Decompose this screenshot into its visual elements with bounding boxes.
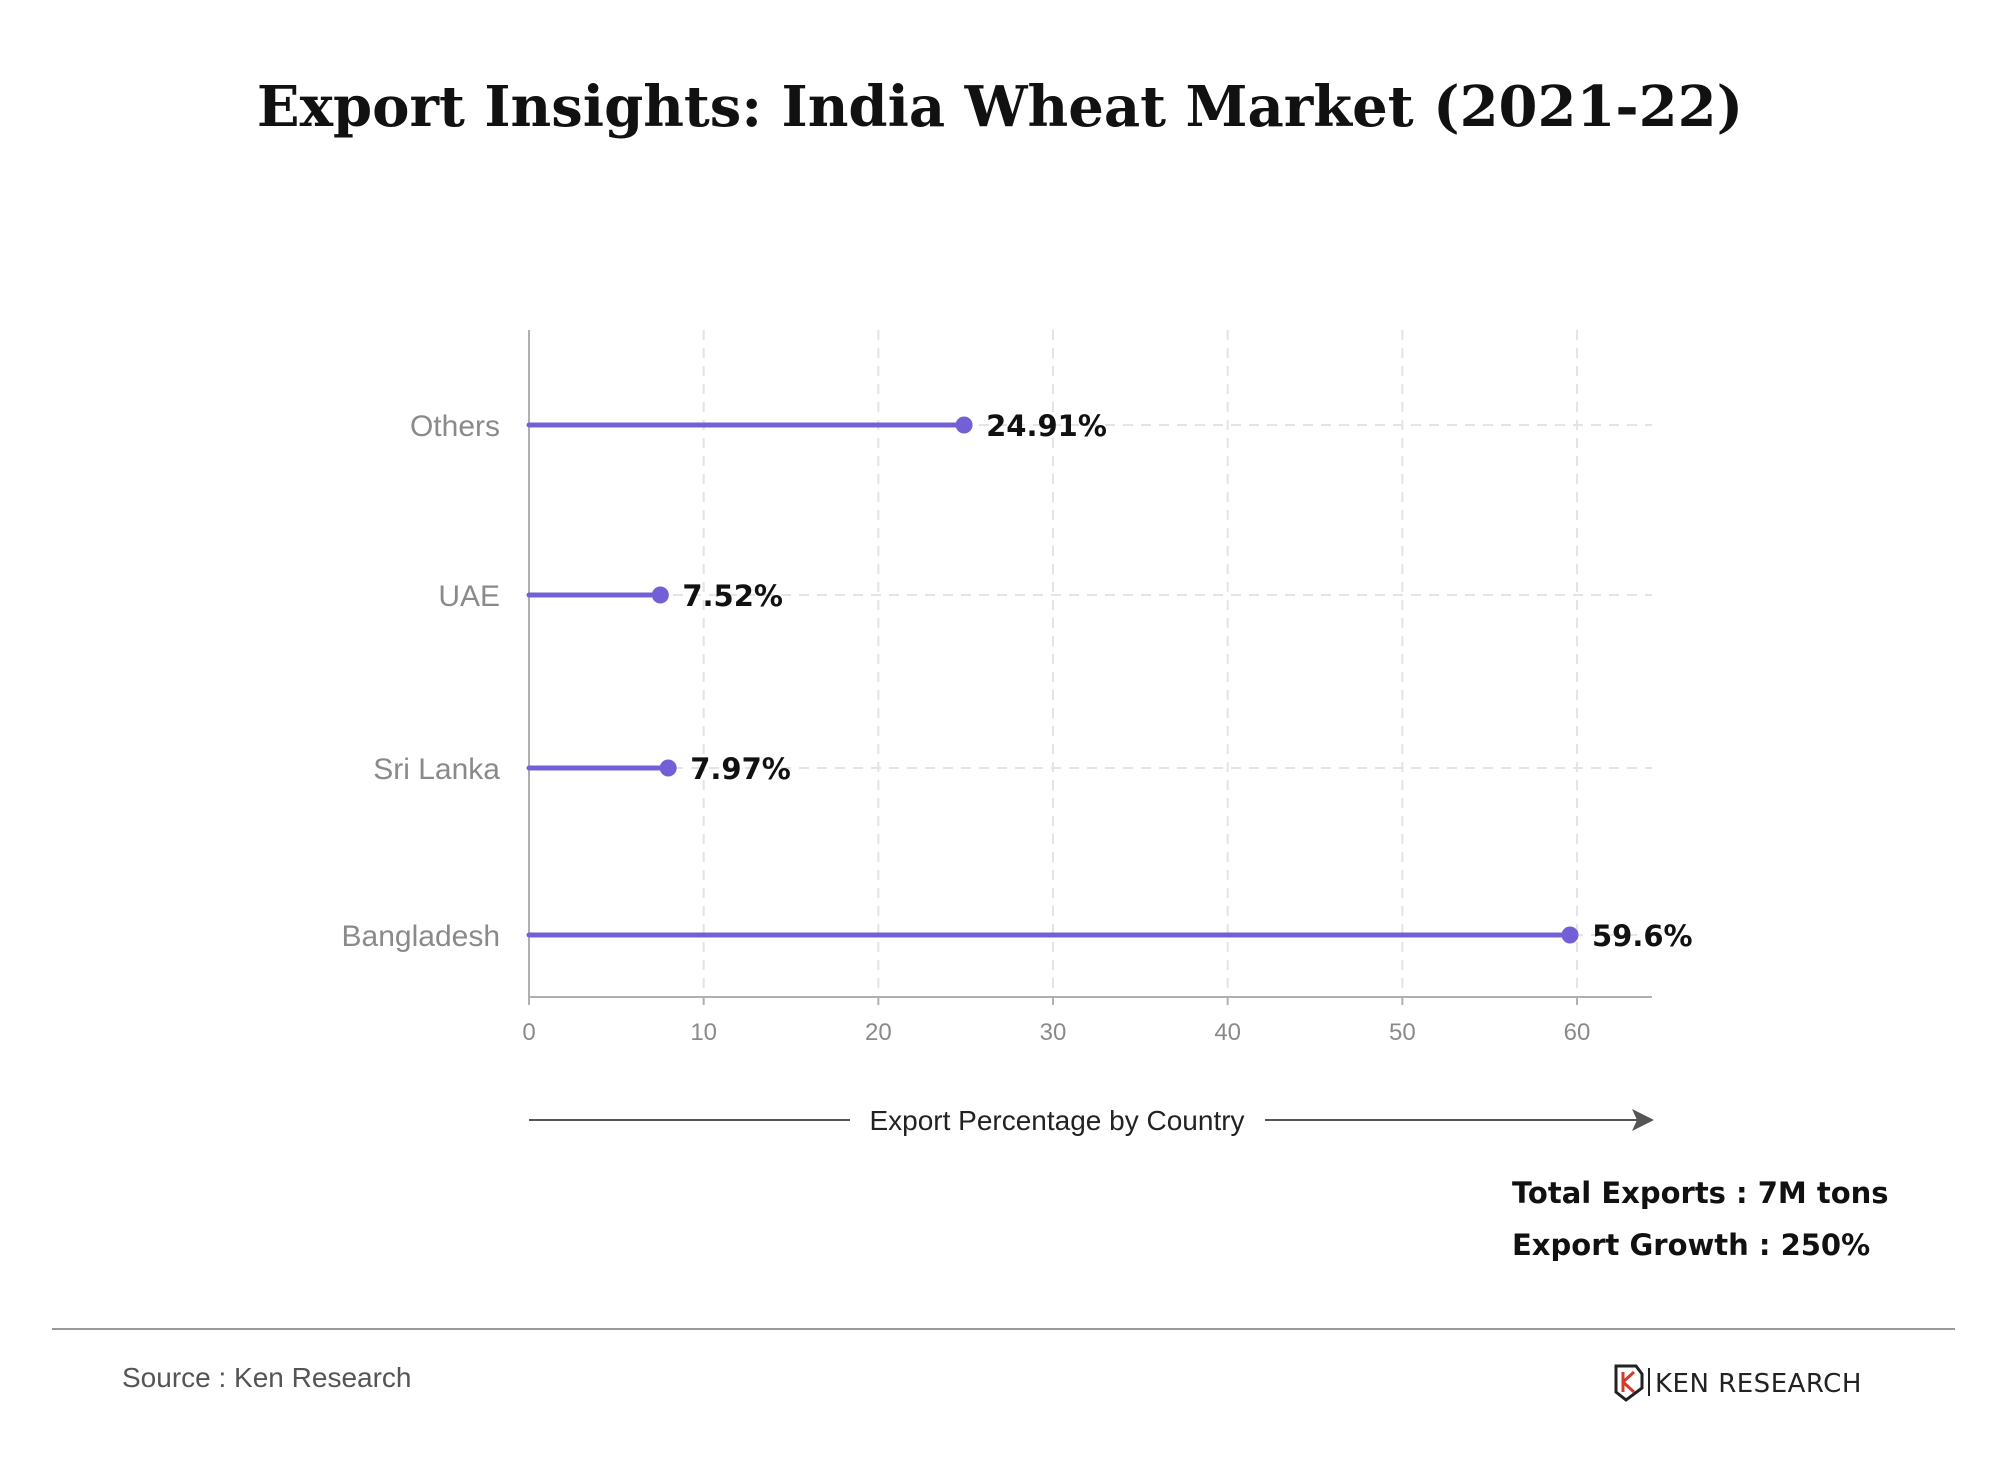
category-label: Others — [410, 410, 500, 443]
x-tick-label: 50 — [1389, 1019, 1416, 1046]
lollipop-point — [651, 586, 669, 604]
category-label: UAE — [438, 580, 500, 613]
arrow-head-icon — [1632, 1109, 1654, 1131]
x-tick-label: 0 — [522, 1019, 535, 1046]
total-exports-stat: Total Exports : 7M tons — [1512, 1176, 1889, 1210]
x-ticks: 0 10 20 30 40 50 60 — [522, 997, 1590, 1046]
data-value-label: 59.6% — [1592, 919, 1693, 953]
category-labels: Others UAE Sri Lanka Bangladesh — [342, 410, 501, 953]
x-tick-label: 20 — [865, 1019, 892, 1046]
x-tick-label: 60 — [1564, 1019, 1591, 1046]
source-text: Source : Ken Research — [122, 1362, 412, 1393]
lollipop-point — [659, 759, 677, 777]
logo-text: KEN RESEARCH — [1655, 1369, 1862, 1399]
x-tick-label: 30 — [1040, 1019, 1067, 1046]
lollipop-point — [955, 416, 973, 434]
logo-k-icon — [1621, 1370, 1636, 1394]
chart-title: Export Insights: India Wheat Market (202… — [257, 74, 1743, 140]
data-value-label: 7.97% — [690, 752, 791, 786]
lollipop-point — [1561, 926, 1579, 944]
data-value-label: 7.52% — [682, 579, 783, 613]
x-tick-label: 40 — [1214, 1019, 1241, 1046]
x-tick-label: 10 — [690, 1019, 717, 1046]
export-growth-stat: Export Growth : 250% — [1512, 1228, 1870, 1262]
data-value-label: 24.91% — [986, 409, 1107, 443]
logo-mark-icon — [1614, 1364, 1644, 1402]
data-marks: 24.91% 7.52% 7.97% 59.6% — [526, 409, 1693, 953]
category-label: Bangladesh — [342, 920, 500, 953]
category-label: Sri Lanka — [373, 753, 500, 786]
ken-research-logo: KEN RESEARCH — [1614, 1364, 1862, 1402]
x-axis-title: Export Percentage by Country — [869, 1105, 1244, 1136]
